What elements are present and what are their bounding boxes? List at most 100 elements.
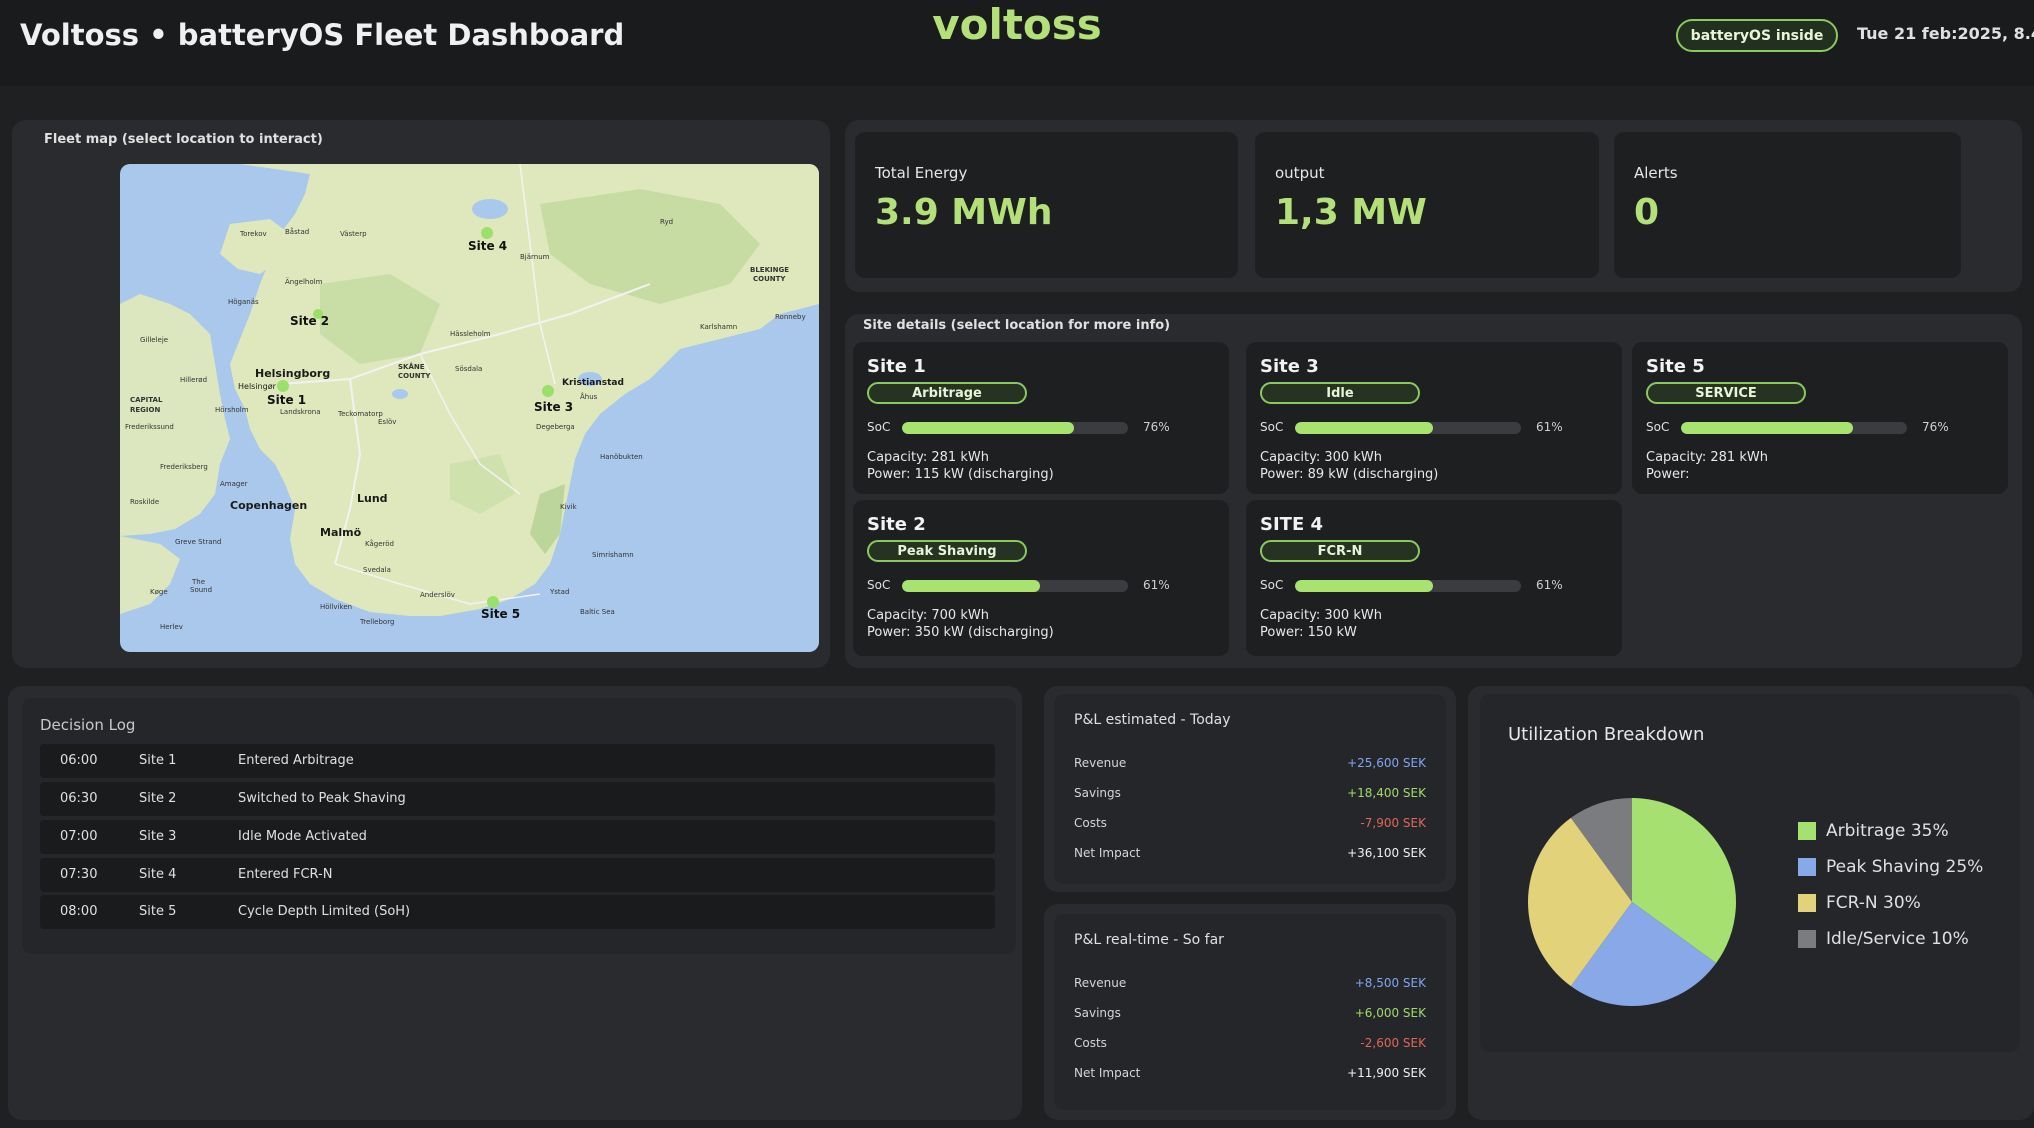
utilization-card: Utilization Breakdown Arbitrage 35% Peak… [1480, 694, 2020, 1052]
svg-text:Greve Strand: Greve Strand [175, 538, 221, 546]
legend-swatch [1798, 930, 1816, 948]
site-marker-3[interactable]: Site 3 [534, 385, 573, 414]
svg-text:Teckomatorp: Teckomatorp [337, 410, 383, 418]
site-mode-badge: Idle [1260, 382, 1420, 404]
kpi-label: output [1275, 164, 1325, 182]
soc-label: SoC [867, 420, 891, 434]
soc-bar [902, 580, 1128, 592]
svg-text:Copenhagen: Copenhagen [230, 499, 307, 512]
soc-fill [1681, 422, 1853, 434]
site-card-2[interactable]: Site 2 Peak Shaving SoC 61% Capacity: 70… [853, 500, 1229, 656]
kpi-value: 0 [1634, 192, 1660, 233]
pie-slice-fcr-n [1528, 817, 1632, 987]
decision-log-panel: Decision Log 06:00 Site 1 Entered Arbitr… [8, 686, 1022, 1120]
pie-slice-peak [1570, 902, 1717, 1006]
svg-text:Degeberga: Degeberga [536, 423, 575, 431]
svg-text:Ronneby: Ronneby [775, 313, 806, 321]
pl-realtime-panel: P&L real-time - So far Revenue +8,500 SEK… [1044, 904, 1456, 1120]
log-row: 07:00 Site 3 Idle Mode Activated [40, 820, 995, 854]
svg-text:COUNTY: COUNTY [753, 275, 786, 283]
site-marker-label: Site 5 [481, 607, 520, 621]
header-bar: Voltoss • batteryOS Fleet Dashboard volt… [0, 0, 2034, 86]
site-mode-badge: SERVICE [1646, 382, 1806, 404]
svg-text:BLEKINGE: BLEKINGE [750, 266, 789, 274]
site-marker-2[interactable]: Site 2 [290, 309, 329, 328]
pl-row-savings: Savings +6,000 SEK [1074, 1006, 1426, 1020]
soc-percent: 61% [1536, 578, 1563, 592]
svg-text:Båstad: Båstad [285, 227, 309, 236]
svg-text:Helsingør: Helsingør [238, 382, 277, 391]
site-marker-label: Site 4 [468, 239, 507, 253]
site-card-1[interactable]: Site 1 Arbitrage SoC 76% Capacity: 281 k… [853, 342, 1229, 494]
svg-text:Frederikssund: Frederikssund [125, 423, 174, 431]
soc-fill [1295, 422, 1433, 434]
pl-value: +6,000 SEK [1354, 1006, 1426, 1020]
svg-text:Bjärnum: Bjärnum [520, 253, 550, 261]
kpi-card-alerts: Alerts 0 [1614, 132, 1961, 278]
legend-label: Idle/Service 10% [1826, 929, 1969, 949]
log-site: Site 4 [139, 867, 177, 882]
svg-text:Malmö: Malmö [320, 526, 362, 539]
legend-swatch [1798, 894, 1816, 912]
svg-text:Roskilde: Roskilde [130, 498, 159, 506]
site-mode-badge: Arbitrage [867, 382, 1027, 404]
legend-label: Arbitrage 35% [1826, 821, 1949, 841]
pie-slice-arbitrage [1632, 798, 1736, 964]
pl-value: -7,900 SEK [1360, 816, 1426, 830]
site-card-4[interactable]: SITE 4 FCR-N SoC 61% Capacity: 300 kWh P… [1246, 500, 1622, 656]
site-marker-5[interactable]: Site 5 [481, 596, 520, 621]
kpi-value: 1,3 MW [1275, 192, 1427, 233]
map-svg[interactable]: Torekov Båstad Västerp Ryd Bjärnum Högan… [120, 164, 819, 652]
site-power: Power: 150 kW [1260, 625, 1357, 640]
svg-text:Amager: Amager [220, 480, 248, 488]
pl-label: Costs [1074, 1036, 1107, 1050]
soc-bar [1295, 422, 1521, 434]
pl-value: +11,900 SEK [1347, 1066, 1426, 1080]
pl-label: Savings [1074, 1006, 1121, 1020]
log-site: Site 1 [139, 753, 177, 768]
svg-text:Ystad: Ystad [549, 588, 569, 596]
pl-label: Costs [1074, 816, 1107, 830]
svg-text:Kågeröd: Kågeröd [365, 539, 394, 548]
svg-text:Sösdala: Sösdala [455, 365, 482, 373]
pl-label: Net Impact [1074, 846, 1141, 860]
pl-row-costs: Costs -7,900 SEK [1074, 816, 1426, 830]
svg-text:Eslöv: Eslöv [378, 418, 396, 426]
site-card-3[interactable]: Site 3 Idle SoC 61% Capacity: 300 kWh Po… [1246, 342, 1622, 494]
brand-logo: voltoss [932, 0, 1102, 49]
svg-text:Hillerød: Hillerød [180, 376, 207, 384]
pl-row-revenue: Revenue +8,500 SEK [1074, 976, 1426, 990]
site-mode-badge: Peak Shaving [867, 540, 1027, 562]
log-time: 07:30 [60, 867, 98, 882]
svg-text:SKÅNE: SKÅNE [398, 362, 425, 371]
soc-bar [902, 422, 1128, 434]
site-marker-1[interactable]: Site 1 [267, 380, 306, 407]
fleet-map[interactable]: Torekov Båstad Västerp Ryd Bjärnum Högan… [120, 164, 819, 652]
soc-label: SoC [1260, 420, 1284, 434]
site-marker-4[interactable]: Site 4 [468, 227, 507, 253]
svg-text:Höganäs: Höganäs [228, 298, 259, 306]
log-event: Switched to Peak Shaving [238, 791, 406, 806]
pl-row-revenue: Revenue +25,600 SEK [1074, 756, 1426, 770]
legend-item-fcr-n: FCR-N 30% [1798, 893, 1921, 913]
svg-text:Torekov: Torekov [239, 230, 267, 238]
site-card-5[interactable]: Site 5 SERVICE SoC 76% Capacity: 281 kWh… [1632, 342, 2008, 494]
pl-value: +25,600 SEK [1347, 756, 1426, 770]
svg-text:Kristianstad: Kristianstad [562, 378, 624, 388]
svg-text:Sound: Sound [190, 586, 212, 594]
soc-bar [1295, 580, 1521, 592]
site-marker-label: Site 3 [534, 400, 573, 414]
log-row: 06:30 Site 2 Switched to Peak Shaving [40, 782, 995, 816]
site-name: Site 3 [1260, 356, 1319, 377]
datetime: Tue 21 feb:2025, 8.45 [1857, 24, 2034, 43]
log-row: 06:00 Site 1 Entered Arbitrage [40, 744, 995, 778]
svg-text:Hässleholm: Hässleholm [450, 330, 491, 338]
log-event: Idle Mode Activated [238, 829, 367, 844]
svg-text:Frederiksberg: Frederiksberg [160, 463, 208, 471]
legend-swatch [1798, 858, 1816, 876]
svg-text:Anderslöv: Anderslöv [420, 591, 455, 599]
soc-fill [1295, 580, 1433, 592]
pl-realtime-title: P&L real-time - So far [1074, 932, 1224, 948]
pl-today-panel: P&L estimated - Today Revenue +25,600 SEK… [1044, 686, 1456, 892]
utilization-pie-chart [1528, 798, 1736, 1006]
